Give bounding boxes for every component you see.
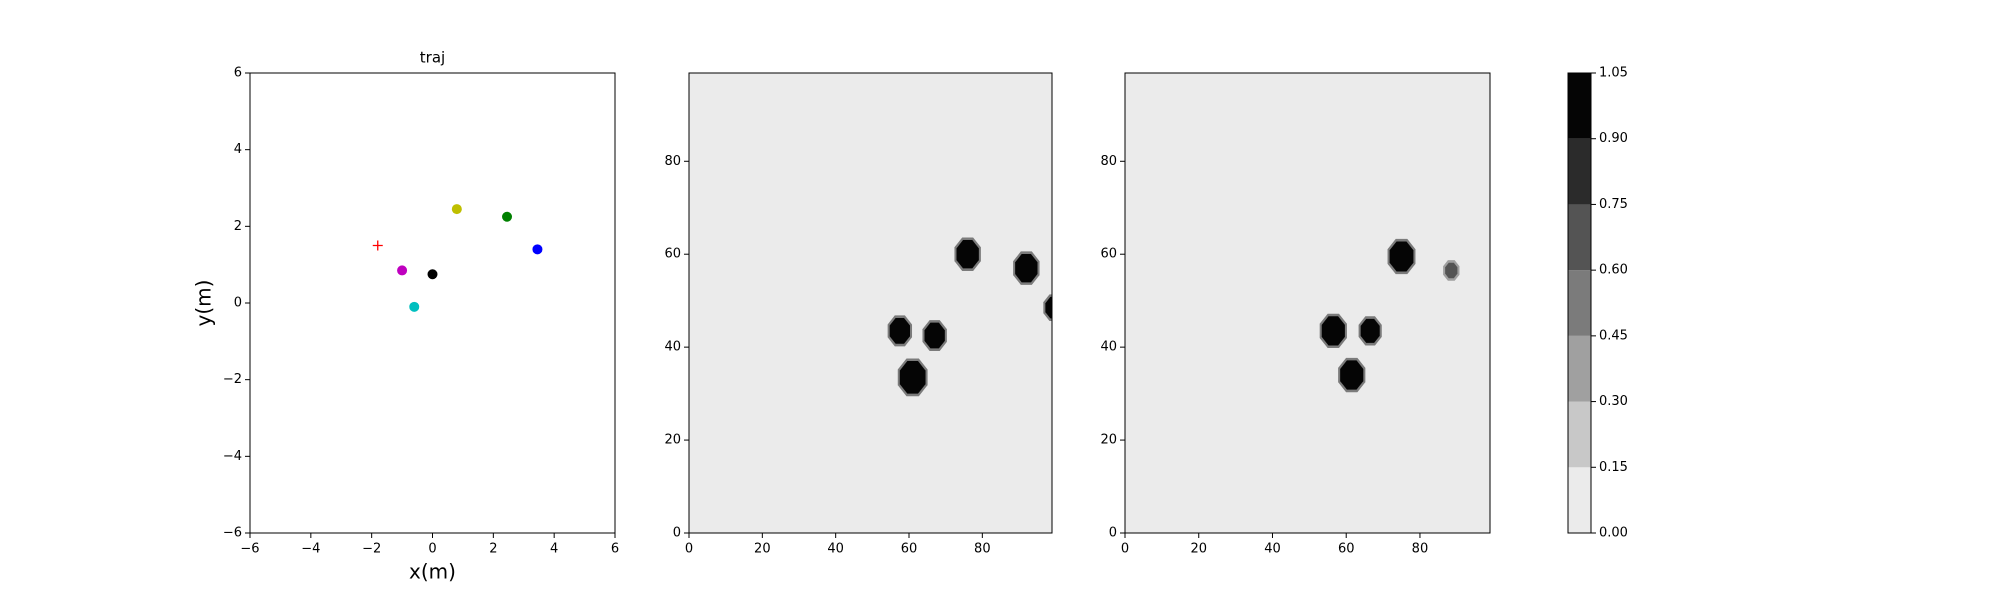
colorbar-tick-label: 0.90: [1599, 131, 1628, 146]
heatmap-background: [1125, 73, 1490, 533]
colorbar-tick-label: 0.45: [1599, 328, 1628, 343]
blob: [956, 240, 979, 269]
y-tick-label: −2: [223, 372, 242, 387]
colorbar-segment: [1568, 138, 1591, 205]
x-tick-label: 40: [1264, 542, 1281, 557]
blob: [1321, 316, 1345, 346]
x-tick-label: 6: [611, 542, 619, 557]
y-tick-label: −6: [223, 526, 242, 541]
heatmap-background: [689, 73, 1052, 533]
y-tick-label: 20: [1100, 433, 1117, 448]
x-tick-label: 60: [1338, 542, 1355, 557]
colorbar-frame: [1567, 72, 1592, 534]
colorbar-tick-label: 0.30: [1599, 394, 1628, 409]
colorbar-tick-label: 0.60: [1599, 263, 1628, 278]
blob: [1360, 318, 1380, 343]
marker: [502, 211, 513, 222]
x-axis-label: x(m): [409, 560, 456, 584]
colorbar-tick-label: 0.75: [1599, 197, 1628, 212]
blob: [1389, 241, 1414, 272]
y-tick-label: 20: [664, 433, 681, 448]
blobs: [1319, 238, 1460, 393]
x-tick-label: 20: [1190, 542, 1207, 557]
x-tick-label: 80: [974, 542, 991, 557]
y-tick-label: 60: [1100, 247, 1117, 262]
marker: [427, 269, 438, 280]
marker: [532, 244, 543, 255]
y-tick-label: 2: [234, 219, 242, 234]
x-tick-label: 80: [1412, 542, 1429, 557]
blob: [1045, 296, 1052, 319]
marker: [409, 301, 420, 312]
colorbar-segment: [1568, 73, 1591, 139]
x-tick-label: −2: [362, 542, 381, 557]
y-tick-label: 0: [673, 526, 681, 541]
colorbar-tick-label: 0.00: [1599, 526, 1628, 541]
marker: [372, 240, 383, 251]
colorbar-tick-label: 0.15: [1599, 460, 1628, 475]
y-tick-label: 40: [664, 340, 681, 355]
x-tick-label: −6: [240, 542, 259, 557]
y-tick-label: 80: [1100, 154, 1117, 169]
x-tick-label: 40: [827, 542, 844, 557]
y-tick-label: 40: [1100, 340, 1117, 355]
blob: [1340, 360, 1364, 390]
x-tick-label: 0: [428, 542, 436, 557]
y-tick-label: 80: [664, 154, 681, 169]
y-tick-label: 0: [1109, 526, 1117, 541]
colorbar-segment: [1568, 270, 1591, 336]
y-tick-label: −4: [223, 449, 242, 464]
x-tick-label: 4: [550, 542, 558, 557]
y-tick-label: 6: [234, 66, 242, 81]
x-tick-label: 2: [489, 542, 497, 557]
blob: [1445, 262, 1458, 279]
axes-frame: [1124, 72, 1491, 534]
axes-frame: [249, 72, 616, 534]
axes-frame: [688, 72, 1053, 534]
colorbar-segment: [1568, 204, 1591, 271]
x-tick-label: −4: [301, 542, 320, 557]
y-tick-label: 60: [664, 247, 681, 262]
colorbar-tick-label: 1.05: [1599, 66, 1628, 81]
y-tick-label: 0: [234, 296, 242, 311]
blob: [924, 322, 945, 349]
blob: [889, 318, 910, 344]
x-tick-label: 20: [754, 542, 771, 557]
chart-title: traj: [420, 49, 445, 67]
colorbar-segment: [1568, 401, 1591, 468]
y-tick-label: 4: [234, 142, 242, 157]
y-axis-label: y(m): [192, 280, 216, 327]
x-tick-label: 0: [1121, 542, 1129, 557]
colorbar-segment: [1568, 467, 1591, 533]
blob: [899, 361, 926, 394]
marker: [397, 265, 408, 276]
x-tick-label: 60: [901, 542, 918, 557]
blob: [1015, 253, 1038, 283]
colorbar-segment: [1568, 335, 1591, 402]
marker: [451, 204, 462, 215]
x-tick-label: 0: [685, 542, 693, 557]
blobs: [887, 237, 1052, 397]
